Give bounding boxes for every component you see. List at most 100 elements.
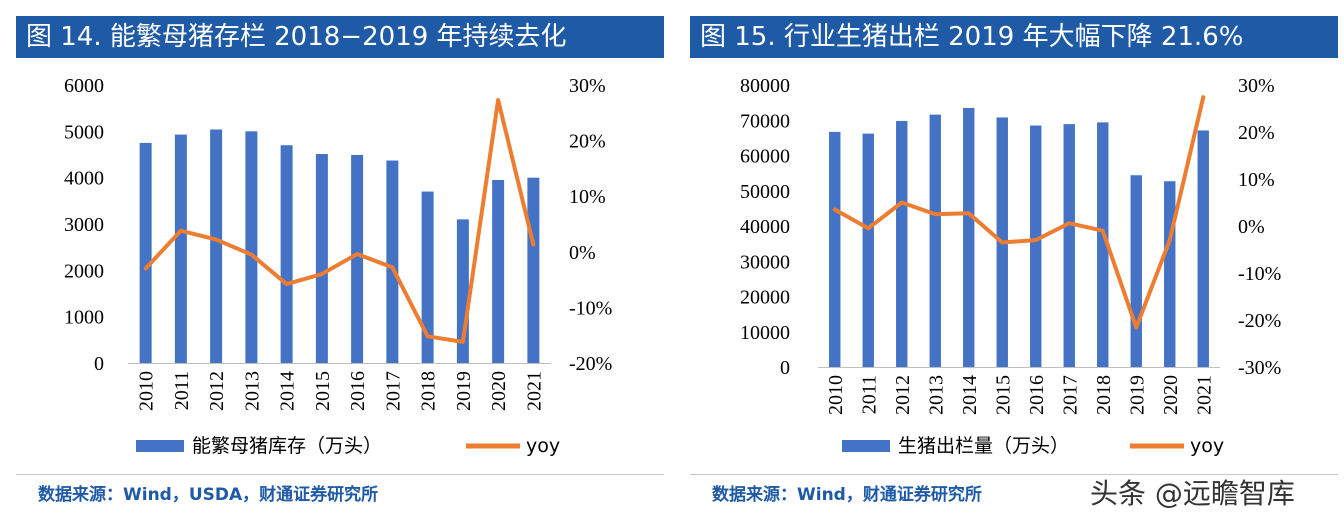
x-axis-tick-label: 2011 — [858, 375, 880, 414]
x-axis-tick-label: 2015 — [992, 375, 1014, 415]
bar — [315, 154, 328, 363]
chart-svg: 0 1000 2000 3000 4000 5000 6000 -20% -10% 0% 10% 20… — [64, 75, 612, 457]
right-axis-tick-label: 30% — [569, 75, 606, 97]
x-axis-tick-label: 2014 — [277, 371, 299, 411]
bar — [1197, 130, 1209, 367]
bar — [963, 107, 975, 367]
x-axis-tick-label: 2020 — [1160, 375, 1182, 415]
yoy-point — [531, 243, 535, 247]
right-axis-tick-label: -30% — [1238, 357, 1281, 379]
right-axis-tick-label: 20% — [569, 131, 606, 153]
bar — [829, 131, 841, 367]
right-axis-tick-label: -10% — [569, 297, 612, 319]
x-axis-tick-label: 2018 — [418, 371, 440, 411]
yoy-point — [179, 229, 183, 233]
left-axis-tick-label: 40000 — [740, 216, 790, 238]
right-axis-tick-label: 0% — [1238, 216, 1265, 238]
bar — [280, 145, 293, 363]
bar — [1030, 125, 1042, 367]
yoy-point — [866, 226, 870, 230]
legend-label-bar: 生猪出栏量（万头） — [898, 435, 1069, 457]
x-axis-tick-label: 2019 — [453, 371, 475, 411]
yoy-point — [426, 334, 430, 338]
yoy-point — [285, 282, 289, 286]
source-note: 数据来源：Wind，财通证券研究所 — [712, 485, 982, 505]
yoy-point — [1168, 238, 1172, 242]
yoy-point — [1101, 229, 1105, 233]
x-axis-tick-label: 2016 — [1026, 375, 1048, 415]
bar — [456, 219, 469, 363]
left-axis-tick-label: 4000 — [64, 168, 104, 190]
divider — [16, 474, 664, 475]
right-axis-tick-label: 10% — [569, 186, 606, 208]
bar — [174, 134, 187, 363]
legend-swatch-bar — [136, 440, 184, 452]
bar — [1097, 122, 1109, 367]
x-axis-tick-label: 2012 — [892, 375, 914, 415]
left-axis-tick-label: 30000 — [740, 251, 790, 273]
bar — [1063, 124, 1075, 367]
x-axis-tick-label: 2010 — [825, 375, 847, 415]
yoy-point — [1034, 238, 1038, 242]
yoy-point — [320, 272, 324, 276]
legend-swatch-bar — [842, 440, 890, 452]
x-axis-tick-label: 2012 — [206, 371, 228, 411]
left-axis-tick-label: 5000 — [64, 121, 104, 143]
legend-label-line: yoy — [1190, 435, 1224, 457]
left-axis-tick-label: 0 — [94, 353, 104, 375]
watermark: 头条 @远瞻智库 — [1090, 477, 1295, 510]
bar — [139, 142, 152, 363]
bar — [896, 120, 908, 367]
bar — [351, 154, 364, 363]
right-axis-tick-label: 10% — [1238, 169, 1275, 191]
x-axis-tick-label: 2021 — [523, 371, 545, 411]
yoy-point — [1000, 240, 1004, 244]
x-axis-tick-label: 2018 — [1093, 375, 1115, 415]
x-axis-tick-label: 2014 — [959, 375, 981, 415]
x-axis-tick-label: 2013 — [241, 371, 263, 411]
x-axis-tick-label: 2017 — [1059, 375, 1081, 415]
yoy-point — [933, 212, 937, 216]
x-axis-tick-label: 2015 — [312, 371, 334, 411]
yoy-point — [833, 208, 837, 212]
yoy-point — [1201, 95, 1205, 99]
yoy-point — [390, 265, 394, 269]
left-axis-tick-label: 1000 — [64, 307, 104, 329]
x-axis-tick-label: 2016 — [347, 371, 369, 411]
x-axis-tick-label: 2021 — [1193, 375, 1215, 415]
legend-label-line: yoy — [526, 435, 560, 457]
chart-panel-left: 图 14. 能繁母猪存栏 2018−2019 年持续去化 0 1000 2000 30… — [16, 0, 664, 520]
source-note: 数据来源：Wind，USDA，财通证券研究所 — [38, 485, 379, 505]
bar — [527, 177, 540, 363]
bar — [245, 131, 258, 363]
left-axis-tick-label: 70000 — [740, 110, 790, 132]
x-axis-tick-label: 2010 — [136, 371, 158, 411]
chart-title: 图 15. 行业生猪出栏 2019 年大幅下降 21.6% — [690, 16, 1338, 58]
left-axis-tick-label: 60000 — [740, 146, 790, 168]
yoy-point — [249, 253, 253, 257]
chart-svg: 0 10000 20000 30000 40000 50000 60000 70000 8000… — [740, 75, 1281, 457]
left-axis-tick-label: 50000 — [740, 181, 790, 203]
yoy-point — [355, 252, 359, 256]
yoy-point — [461, 340, 465, 344]
bar — [862, 133, 874, 367]
left-axis-tick-label: 20000 — [740, 287, 790, 309]
yoy-point — [900, 201, 904, 204]
right-axis-tick-label: 30% — [1238, 75, 1275, 97]
left-axis-tick-label: 0 — [780, 357, 790, 379]
bar — [492, 179, 505, 363]
yoy-point — [967, 211, 971, 215]
x-axis-tick-label: 2013 — [925, 375, 947, 415]
right-axis-tick-label: 20% — [1238, 122, 1275, 144]
x-axis-tick-label: 2017 — [382, 371, 404, 411]
x-axis-tick-label: 2019 — [1126, 375, 1148, 415]
right-axis-tick-label: -20% — [1238, 310, 1281, 332]
right-axis-tick-label: -10% — [1238, 263, 1281, 285]
yoy-point — [214, 238, 218, 242]
legend-label-bar: 能繁母猪库存（万头） — [192, 435, 382, 457]
x-axis-tick-label: 2020 — [488, 371, 510, 411]
bar — [929, 114, 941, 367]
yoy-line — [832, 95, 1206, 330]
yoy-point — [1067, 221, 1071, 225]
left-axis-tick-label: 3000 — [64, 214, 104, 236]
